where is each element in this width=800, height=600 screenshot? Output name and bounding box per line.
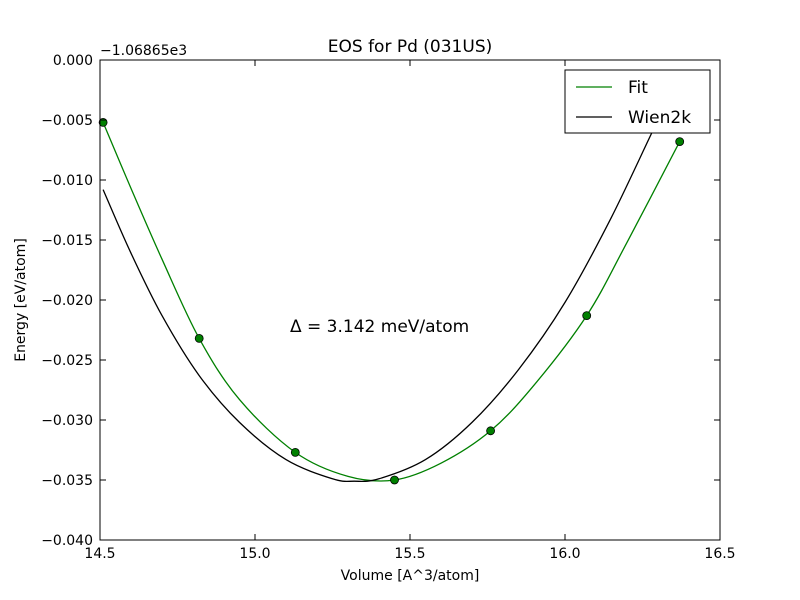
y-tick-label: −0.025 — [41, 353, 93, 369]
x-tick-label: 14.5 — [84, 546, 115, 562]
data-point — [194, 333, 204, 343]
chart-title: EOS for Pd (031US) — [328, 37, 493, 57]
data-point — [675, 137, 685, 147]
series-line-fit — [102, 122, 681, 482]
axis-ticks: 14.5 15.0 15.5 16.0 16.5 0.000 −0.005 −0.010 −0.… — [41, 53, 735, 562]
legend-box — [564, 69, 711, 134]
x-tick-label: 15.5 — [394, 546, 425, 562]
x-tick-label: 16.0 — [549, 546, 580, 562]
series-line-wien2k — [102, 99, 671, 483]
x-axis-label: Volume [A^3/atom] — [341, 568, 480, 584]
y-tick-label: −0.005 — [41, 113, 93, 129]
plot-area — [98, 99, 685, 485]
legend: Fit Wien2k — [564, 69, 711, 134]
data-point — [486, 426, 496, 436]
y-tick-label: −0.030 — [41, 413, 93, 429]
y-tick-label: −0.010 — [41, 173, 93, 189]
data-point — [582, 311, 592, 321]
legend-fit-label: Fit — [628, 78, 648, 98]
y-tick-label: −0.035 — [41, 473, 93, 489]
data-point — [290, 447, 300, 457]
delta-annotation: Δ = 3.142 meV/atom — [290, 317, 469, 337]
y-tick-label: 0.000 — [53, 53, 93, 69]
x-tick-label: 16.5 — [704, 546, 735, 562]
y-tick-label: −0.015 — [41, 233, 93, 249]
y-tick-label: −0.020 — [41, 293, 93, 309]
legend-wien2k-label: Wien2k — [628, 108, 691, 128]
y-axis-label: Energy [eV/atom] — [13, 238, 29, 362]
x-tick-label: 15.0 — [239, 546, 270, 562]
y-tick-label: −0.040 — [41, 533, 93, 549]
data-point — [390, 475, 399, 485]
y-offset-text: −1.06865e3 — [100, 43, 187, 59]
